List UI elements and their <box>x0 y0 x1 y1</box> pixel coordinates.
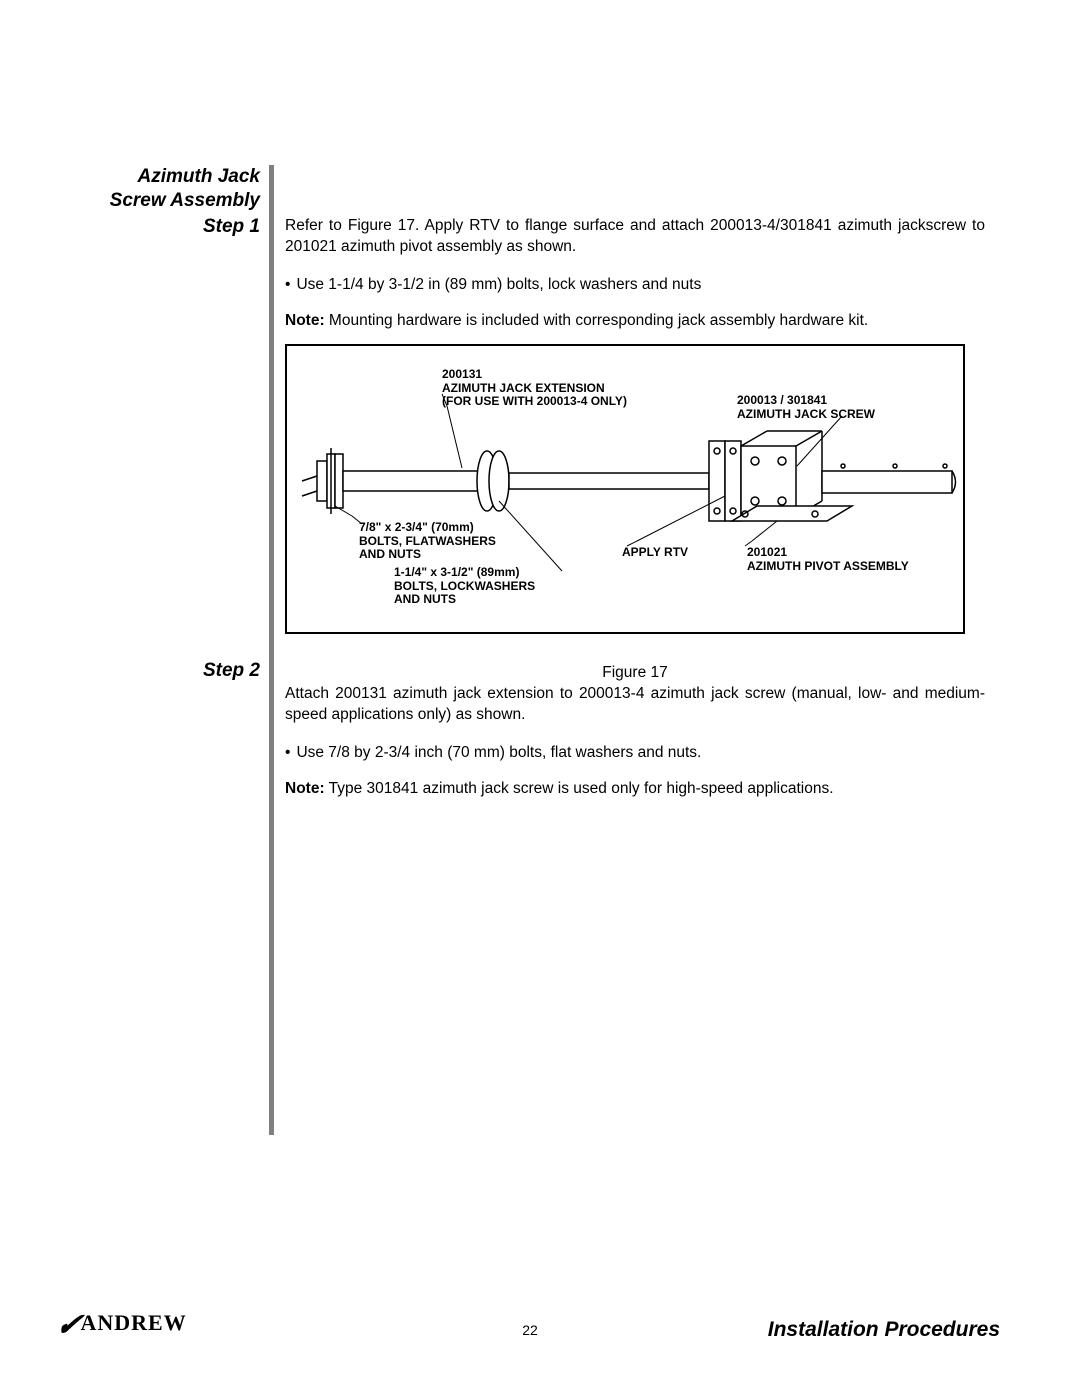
step1-content: Refer to Figure 17. Apply RTV to flange … <box>285 216 985 634</box>
fig-label-bolts1: 7/8" x 2-3/4" (70mm) BOLTS, FLATWASHERS … <box>359 521 496 562</box>
step1-bullet: • Use 1-1/4 by 3-1/2 in (89 mm) bolts, l… <box>285 276 985 294</box>
step2-label: Step 2 <box>80 660 260 682</box>
fig-label-pivot: 201021 AZIMUTH PIVOT ASSEMBLY <box>747 546 909 574</box>
fig-label-bolts2: 1-1/4" x 3-1/2" (89mm) BOLTS, LOCKWASHER… <box>394 566 535 607</box>
figure-svg <box>287 346 967 636</box>
step2-bullet-text: Use 7/8 by 2-3/4 inch (70 mm) bolts, fla… <box>296 744 701 762</box>
step1-note-text: Mounting hardware is included with corre… <box>325 312 869 329</box>
step2-note-text: Type 301841 azimuth jack screw is used o… <box>325 780 834 797</box>
fig-label-extension: 200131 AZIMUTH JACK EXTENSION (FOR USE W… <box>442 368 627 409</box>
step1-note: Note: Mounting hardware is included with… <box>285 312 985 330</box>
step2-content: Figure 17 Attach 200131 azimuth jack ext… <box>285 660 985 798</box>
page-number: 22 <box>522 1322 538 1338</box>
logo-text: ANDREW <box>80 1310 186 1335</box>
step2-note-label: Note: <box>285 780 325 797</box>
step1-bullet-text: Use 1-1/4 by 3-1/2 in (89 mm) bolts, loc… <box>296 276 701 294</box>
step1-label: Step 1 <box>80 216 260 238</box>
fig-label-rtv: APPLY RTV <box>622 546 688 560</box>
vertical-rule <box>269 165 274 1135</box>
fig-label-screw: 200013 / 301841 AZIMUTH JACK SCREW <box>737 394 875 422</box>
footer-title: Installation Procedures <box>768 1318 1000 1342</box>
step1-note-label: Note: <box>285 312 325 329</box>
step1-text: Refer to Figure 17. Apply RTV to flange … <box>285 216 985 258</box>
step2-note: Note: Type 301841 azimuth jack screw is … <box>285 780 985 798</box>
section-title: Azimuth Jack Screw Assembly <box>80 165 260 213</box>
step2-text: Attach 200131 azimuth jack extension to … <box>285 684 985 726</box>
figure-caption: Figure 17 <box>285 664 985 682</box>
bullet-icon: • <box>285 744 290 762</box>
page-footer: ✔ANDREW 22 Installation Procedures <box>60 1302 1000 1342</box>
step2-bullet: • Use 7/8 by 2-3/4 inch (70 mm) bolts, f… <box>285 744 985 762</box>
bullet-icon: • <box>285 276 290 294</box>
figure-17: 200131 AZIMUTH JACK EXTENSION (FOR USE W… <box>285 344 965 634</box>
logo: ✔ANDREW <box>60 1308 187 1342</box>
